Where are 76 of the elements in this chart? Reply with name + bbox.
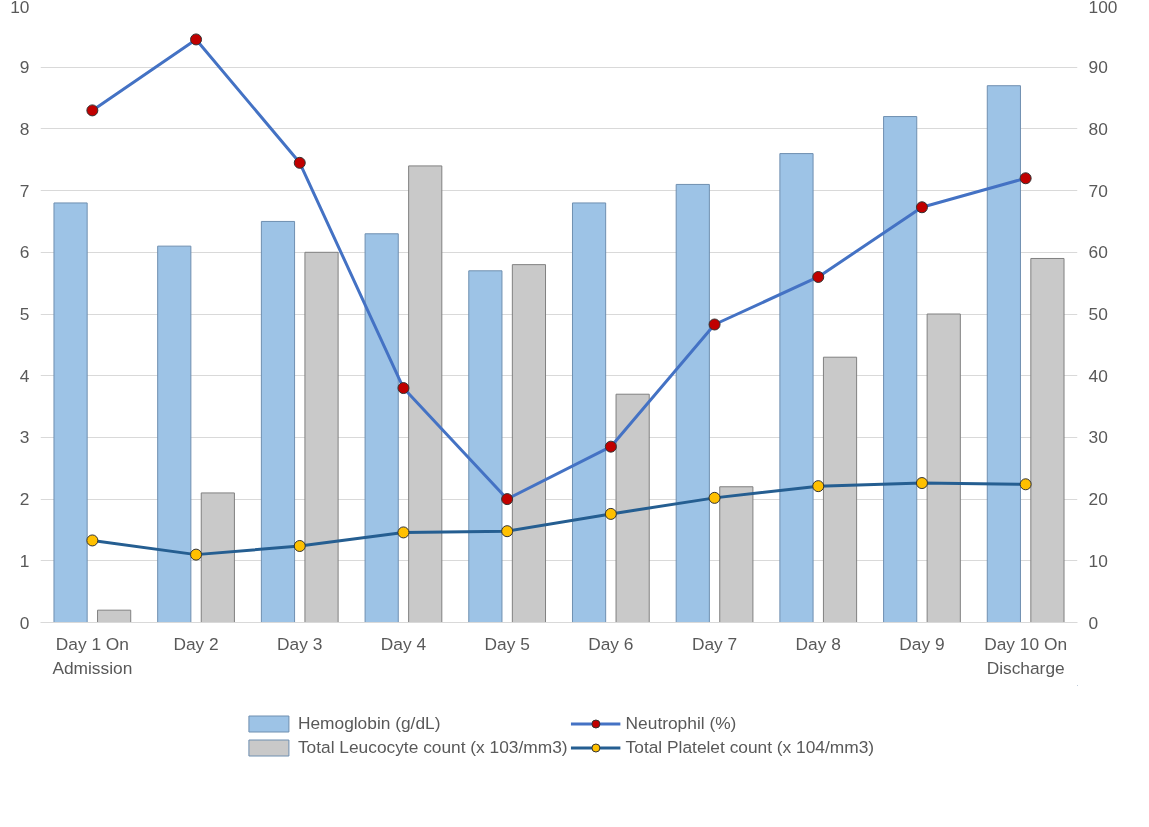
y2-tick-label: 100	[1088, 0, 1118, 17]
bar	[408, 165, 443, 623]
point	[86, 104, 99, 117]
point	[1019, 172, 1032, 185]
point	[397, 382, 410, 395]
y2-tick-label: 10	[1088, 550, 1108, 571]
point	[1019, 478, 1032, 491]
y-tick-label: 10	[10, 0, 30, 17]
bar	[200, 492, 235, 623]
point	[86, 534, 99, 547]
point	[293, 156, 306, 169]
bar	[97, 609, 132, 623]
bar	[364, 233, 399, 623]
bar	[986, 85, 1021, 623]
y2-tick-label: 20	[1088, 489, 1108, 510]
bar	[822, 356, 858, 623]
bar	[157, 245, 192, 623]
x-tick-label: Day 8	[795, 633, 841, 654]
y2-tick-label: 30	[1088, 427, 1108, 448]
y2-tick-label: 40	[1088, 365, 1108, 386]
bar	[926, 313, 961, 623]
bar	[511, 264, 547, 623]
x-tick-label: Day 9	[899, 633, 945, 654]
bar	[304, 251, 339, 623]
bar	[468, 270, 503, 623]
bar	[883, 116, 918, 623]
point	[915, 477, 928, 490]
y-tick-label: 3	[19, 427, 30, 448]
y2-tick-label: 50	[1088, 304, 1108, 324]
bar	[719, 486, 754, 623]
bar	[1030, 257, 1065, 623]
bar	[675, 183, 710, 623]
x-tick-label: Day 1 On Admission	[52, 633, 133, 678]
y2-tick-label: 60	[1088, 242, 1108, 263]
x-tick-label: Day 2	[173, 633, 219, 654]
point	[190, 33, 203, 46]
y-tick-label: 0	[19, 612, 30, 633]
point	[708, 318, 721, 331]
point	[501, 525, 514, 538]
y-tick-label: 1	[19, 550, 30, 571]
x-tick-label: Day 7	[691, 633, 738, 654]
y-tick-label: 4	[19, 365, 30, 386]
point	[812, 480, 825, 493]
point	[397, 526, 410, 539]
y-tick-label: 2	[19, 489, 30, 510]
legend-label: Hemoglobin (g/dL)	[297, 712, 441, 734]
y2-tick-label: 70	[1088, 180, 1108, 201]
x-tick-label: Day 3	[277, 633, 323, 654]
point	[501, 493, 514, 506]
bar	[779, 153, 814, 623]
x-tick-label: Day 5	[484, 633, 530, 654]
y-tick-label: 6	[19, 242, 30, 263]
legend-label: Total Leucocyte count (x 103/mm3)	[297, 736, 568, 758]
y-tick-label: 7	[19, 180, 30, 201]
point	[915, 201, 928, 214]
bar	[615, 393, 650, 623]
y2-tick-label: 80	[1088, 118, 1108, 139]
y2-tick-label: 90	[1088, 57, 1108, 78]
point	[812, 270, 825, 283]
point	[604, 440, 617, 453]
legend-label: Neutrophil (%)	[625, 712, 737, 734]
x-tick-label: Day 10 On Discharge	[984, 633, 1068, 678]
y2-tick-label: 0	[1088, 612, 1099, 633]
point	[604, 507, 617, 520]
bar	[260, 220, 296, 623]
x-tick-label: Day 6	[588, 633, 634, 654]
bar	[571, 202, 607, 623]
bar	[53, 202, 88, 623]
point	[293, 540, 306, 552]
y-tick-label: 5	[19, 304, 30, 324]
point	[708, 491, 721, 504]
legend-label: Total Platelet count (x 104/mm3)	[625, 736, 875, 758]
y-tick-label: 9	[19, 57, 30, 78]
point	[190, 548, 203, 561]
x-tick-label: Day 4	[380, 633, 427, 654]
y-tick-label: 8	[19, 118, 30, 139]
